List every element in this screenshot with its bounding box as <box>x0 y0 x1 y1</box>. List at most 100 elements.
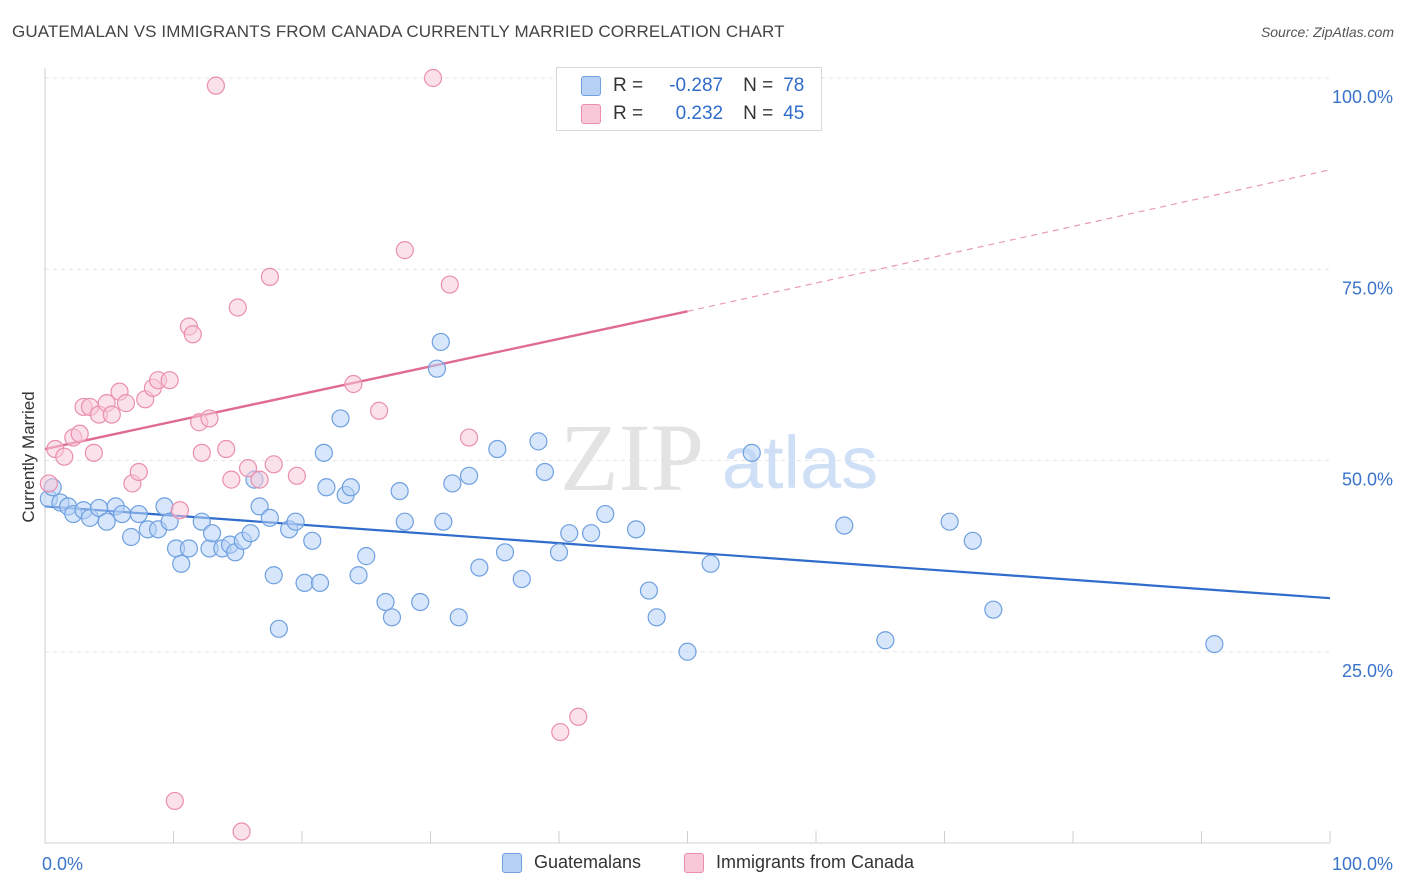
trend-line-canada-extension <box>687 169 1331 312</box>
point-immigrants-canada <box>232 822 251 841</box>
point-immigrants-canada <box>459 428 479 447</box>
point-immigrants-canada <box>165 791 184 811</box>
point-immigrants-canada <box>129 462 148 482</box>
point-guatemalans <box>529 432 548 451</box>
point-immigrants-canada <box>551 722 570 742</box>
point-guatemalans <box>495 543 515 562</box>
source-label: Source: ZipAtlas.com <box>1260 24 1394 40</box>
point-immigrants-canada <box>370 401 389 420</box>
point-immigrants-canada <box>70 424 89 443</box>
point-immigrants-canada <box>160 371 179 390</box>
point-guatemalans <box>349 566 368 585</box>
point-guatemalans <box>129 504 148 524</box>
point-guatemalans <box>512 569 531 589</box>
point-immigrants-canada <box>116 394 136 413</box>
point-immigrants-canada <box>183 325 202 344</box>
legend-r-label: R = <box>613 103 644 124</box>
legend-n-value: 45 <box>783 103 805 124</box>
point-guatemalans <box>963 531 982 550</box>
point-immigrants-canada <box>287 466 306 485</box>
point-guatemalans <box>835 516 854 535</box>
point-guatemalans <box>202 524 222 543</box>
legend-swatch-pink <box>581 104 601 124</box>
point-immigrants-canada <box>222 470 241 489</box>
point-guatemalans <box>192 512 211 531</box>
x-tick-label: 100.0% <box>1332 854 1393 874</box>
point-immigrants-canada <box>569 707 588 726</box>
tick-labels: 25.0% 50.0% 75.0% 100.0% 0.0% 100.0% <box>42 87 1393 874</box>
point-guatemalans <box>443 474 462 493</box>
grid-lines <box>45 77 1330 653</box>
point-guatemalans <box>940 512 959 531</box>
trend-lines <box>44 169 1331 600</box>
legend-n-label: N = <box>743 75 774 96</box>
point-guatemalans <box>310 573 330 593</box>
point-guatemalans <box>264 566 283 585</box>
point-guatemalans <box>357 547 376 566</box>
point-guatemalans <box>317 478 336 497</box>
y-tick-label: 50.0% <box>1342 470 1393 490</box>
point-immigrants-canada <box>264 455 283 474</box>
point-guatemalans <box>449 608 468 627</box>
point-guatemalans <box>314 443 333 462</box>
point-guatemalans <box>411 592 430 612</box>
point-guatemalans <box>701 554 720 573</box>
series-legend-canada[interactable]: Immigrants from Canada <box>684 852 914 873</box>
point-guatemalans <box>647 608 666 627</box>
point-immigrants-canada <box>206 76 226 95</box>
correlation-legend: R = -0.287 N = 78 R = 0.232 N = 45 <box>556 67 822 131</box>
series-legend: Guatemalans Immigrants from Canada <box>0 852 1406 878</box>
point-guatemalans <box>241 524 260 543</box>
point-immigrants-canada <box>55 447 74 466</box>
legend-n-label: N = <box>743 103 774 124</box>
point-guatemalans <box>121 527 141 547</box>
y-tick-label: 25.0% <box>1342 661 1393 681</box>
series-swatch-blue <box>502 852 522 873</box>
point-guatemalans <box>395 512 414 531</box>
point-guatemalans <box>639 581 659 600</box>
point-immigrants-canada <box>228 298 247 317</box>
point-guatemalans <box>984 600 1003 619</box>
point-guatemalans <box>560 524 579 543</box>
point-guatemalans <box>172 554 191 573</box>
y-tick-label: 100.0% <box>1332 87 1393 107</box>
point-guatemalans <box>341 478 360 497</box>
legend-r-value: -0.287 <box>669 75 724 96</box>
point-guatemalans <box>155 497 174 516</box>
legend-row-guatemalans: R = -0.287 N = 78 <box>581 74 804 98</box>
point-immigrants-canada <box>260 267 279 286</box>
series-legend-label: Guatemalans <box>534 852 642 872</box>
point-guatemalans <box>260 508 279 527</box>
point-guatemalans <box>382 608 402 627</box>
point-immigrants-canada <box>250 470 269 489</box>
legend-row-canada: R = 0.232 N = 45 <box>581 102 804 126</box>
legend-r-label: R = <box>613 75 644 96</box>
point-guatemalans <box>303 531 322 550</box>
point-immigrants-canada <box>344 374 363 394</box>
point-guatemalans <box>678 642 697 661</box>
point-guatemalans <box>596 504 615 524</box>
point-guatemalans <box>376 592 395 612</box>
point-guatemalans <box>390 482 409 501</box>
point-guatemalans <box>459 466 479 485</box>
point-guatemalans <box>434 512 453 531</box>
y-tick-label: 75.0% <box>1342 278 1393 298</box>
point-immigrants-canada <box>192 443 211 462</box>
point-immigrants-canada <box>200 409 219 428</box>
point-guatemalans <box>295 573 314 593</box>
trend-line-canada <box>44 310 688 451</box>
point-guatemalans <box>160 512 179 531</box>
point-guatemalans <box>488 439 507 459</box>
series-legend-label: Immigrants from Canada <box>716 852 915 872</box>
point-guatemalans <box>286 512 305 531</box>
legend-n-value: 78 <box>783 75 805 96</box>
point-guatemalans <box>250 497 269 516</box>
point-guatemalans <box>427 359 447 378</box>
point-immigrants-canada <box>440 275 459 294</box>
chart-title: GUATEMALAN VS IMMIGRANTS FROM CANADA CUR… <box>12 22 785 41</box>
point-guatemalans <box>331 409 350 428</box>
point-immigrants-canada <box>39 474 58 493</box>
point-guatemalans <box>179 539 199 558</box>
series-legend-guatemalans[interactable]: Guatemalans <box>502 852 641 873</box>
